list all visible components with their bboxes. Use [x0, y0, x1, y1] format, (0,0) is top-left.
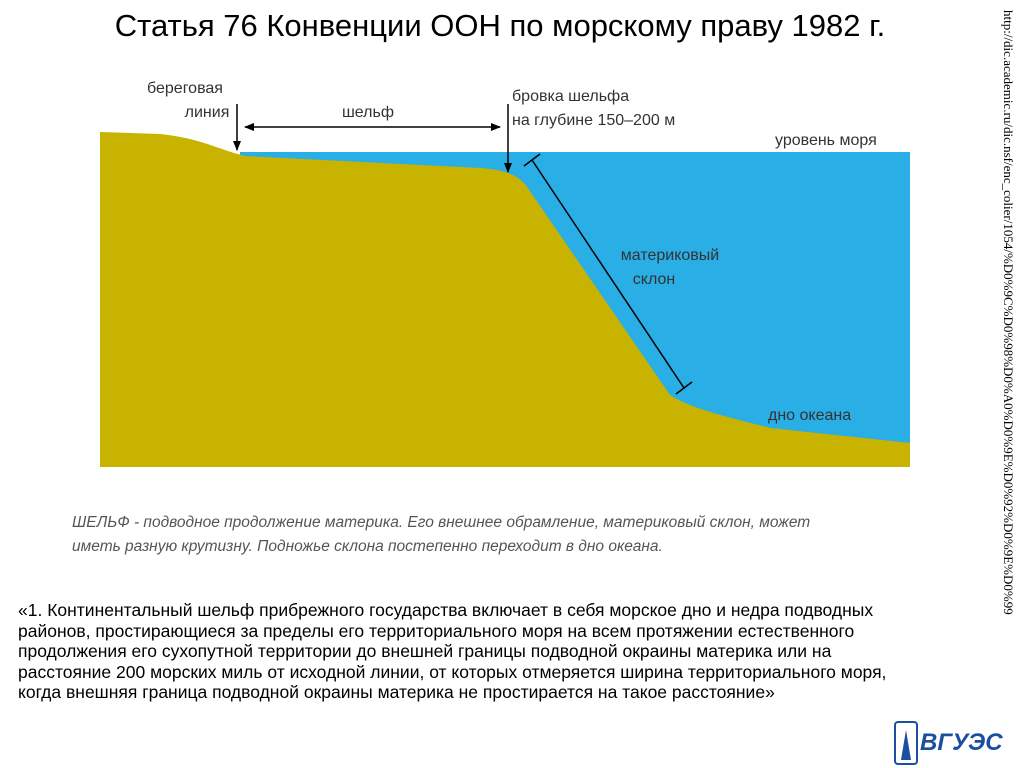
- paragraph: «1. Континентальный шельф прибрежного го…: [18, 600, 1008, 703]
- tick: [523, 153, 541, 167]
- land: [100, 132, 910, 467]
- label: на глубине 150–200 м: [512, 112, 675, 129]
- label: уровень моря: [775, 132, 877, 149]
- caption: иметь разную крутизну. Подножье склона п…: [72, 538, 663, 555]
- logo: ВГУЭС: [894, 721, 1003, 765]
- paragraph-line: районов, простирающиеся за пределы его т…: [18, 620, 855, 641]
- label: материковый: [621, 247, 719, 264]
- slide-title: Статья 76 Конвенции ООН по морскому прав…: [114, 8, 886, 43]
- label: бровка шельфа: [512, 88, 629, 105]
- label: линия: [185, 104, 230, 121]
- label: дно океана: [768, 407, 851, 424]
- slope-line: [531, 159, 685, 389]
- label: береговая: [147, 80, 223, 97]
- paragraph-line: «1. Континентальный шельф прибрежного го…: [18, 600, 874, 620]
- label: шельф: [342, 104, 394, 121]
- caption: ШЕЛЬФ - подводное продолжение материка. …: [72, 514, 810, 531]
- source-url: http://dic.academic.ru/dic.nsf/enc_colie…: [1001, 10, 1016, 615]
- paragraph-line: продолжения его сухопутной территории до…: [18, 641, 832, 661]
- paragraph-line: когда внешняя граница подводной окраины …: [18, 682, 775, 702]
- tick: [675, 381, 693, 395]
- logo-text: ВГУЭС: [920, 729, 1003, 756]
- paragraph-line: расстояние 200 морских миль от исходной …: [18, 661, 887, 682]
- label: склон: [633, 271, 675, 288]
